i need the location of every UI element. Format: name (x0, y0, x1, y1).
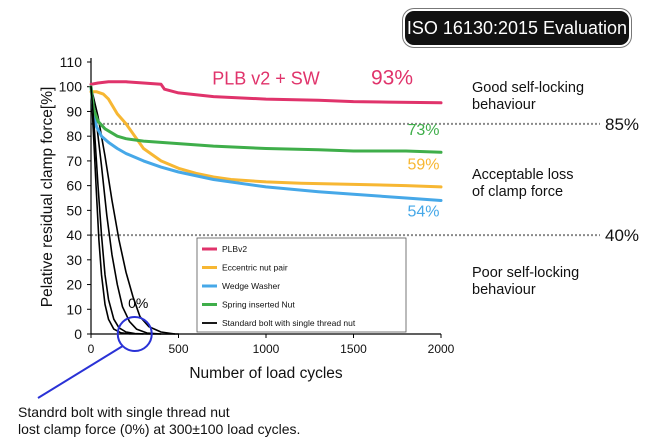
y-tick-label-30: 30 (66, 252, 82, 268)
zone-good-line2: behaviour (472, 97, 536, 113)
y-tick-label-80: 80 (66, 128, 82, 144)
caption-line1: Standrd bolt with single thread nut (18, 404, 230, 420)
legend-label-spring-inserted-nut: Spring inserted Nut (222, 300, 295, 310)
x-tick-label-0: 0 (88, 342, 95, 356)
legend-label-wedge-washer: Wedge Washer (222, 281, 280, 291)
y-tick-label-40: 40 (66, 227, 82, 243)
threshold-label-0: 85% (605, 115, 639, 134)
series-line-wedge-washer (89, 85, 443, 202)
threshold-label-1: 40% (605, 226, 639, 245)
x-tick-label-1000: 1000 (253, 342, 280, 356)
annotations: PLB v2 + SW 93% 73% 59% 54% 0% (128, 66, 439, 311)
legend-box (196, 237, 407, 333)
zone-good: Good self-locking behaviour (472, 80, 584, 114)
annotation-2: 73% (407, 122, 439, 139)
legend-label-eccentric-nut-pair: Eccentric nut pair (222, 263, 288, 273)
zone-poor: Poor self-locking behaviour (472, 265, 579, 299)
x-tick-label-500: 500 (168, 342, 188, 356)
legend-label-plbv2: PLBv2 (222, 244, 247, 254)
callout (37, 316, 153, 399)
series-line-eccentric-nut-pair (89, 90, 443, 189)
series-line-standard-bolt-with-single-thread-nut (90, 85, 180, 335)
y-tick-label-0: 0 (74, 326, 82, 342)
caption: Standrd bolt with single thread nut lost… (18, 404, 300, 438)
zone-good-line1: Good self-locking (472, 80, 585, 96)
y-tick-label-90: 90 (66, 103, 82, 119)
annotation-3: 59% (407, 157, 439, 174)
annotation-1: 93% (371, 66, 413, 89)
zone-acceptable-line2: of clamp force (472, 184, 564, 200)
zone-acceptable: Acceptable loss of clamp force (472, 167, 574, 201)
y-axis-label: Pelative residual clamp force[%] (39, 87, 56, 308)
zone-poor-line1: Poor self-locking (472, 265, 580, 281)
zone-poor-line2: behaviour (472, 282, 536, 298)
x-axis-label: Number of load cycles (189, 365, 343, 382)
standard-bolt-run-0 (90, 86, 144, 335)
annotation-5: 0% (128, 295, 148, 311)
x-tick-label-1500: 1500 (340, 342, 367, 356)
legend-label-standard-bolt-with-single-thread-nut: Standard bolt with single thread nut (222, 318, 356, 328)
annotation-0: PLB v2 + SW (212, 68, 320, 88)
y-tick-label-20: 20 (66, 277, 82, 293)
series-lines (89, 80, 443, 335)
highlight-circle (116, 316, 153, 352)
axis-ticks: 0 10 20 30 40 50 60 70 80 90 100 110 0 500 1000 1500 200… (59, 54, 455, 356)
series-line-spring-inserted-nut (89, 85, 443, 154)
x-tick-label-2000: 2000 (428, 342, 455, 356)
caption-line2: lost clamp force (0%) at 300±100 load cy… (18, 421, 301, 437)
y-tick-label-110: 110 (60, 54, 83, 70)
y-tick-label-60: 60 (66, 178, 82, 194)
y-tick-label-10: 10 (66, 301, 82, 317)
zone-acceptable-line1: Acceptable loss (472, 167, 574, 183)
y-tick-label-70: 70 (66, 153, 82, 169)
standard-bolt-run-1 (90, 86, 162, 335)
standard-bolt-run-2 (90, 86, 176, 335)
annotation-4: 54% (407, 204, 439, 221)
callout-pointer (37, 345, 124, 399)
standard-badge: ISO 16130:2015 Evaluation (405, 11, 629, 45)
series-line-plbv2 (89, 80, 443, 105)
y-tick-label-100: 100 (59, 79, 83, 95)
threshold-lines: 85% 40% (91, 115, 639, 245)
legend: PLBv2 Eccentric nut pair Wedge Washer Sprin… (196, 237, 407, 333)
y-tick-label-50: 50 (66, 202, 82, 218)
